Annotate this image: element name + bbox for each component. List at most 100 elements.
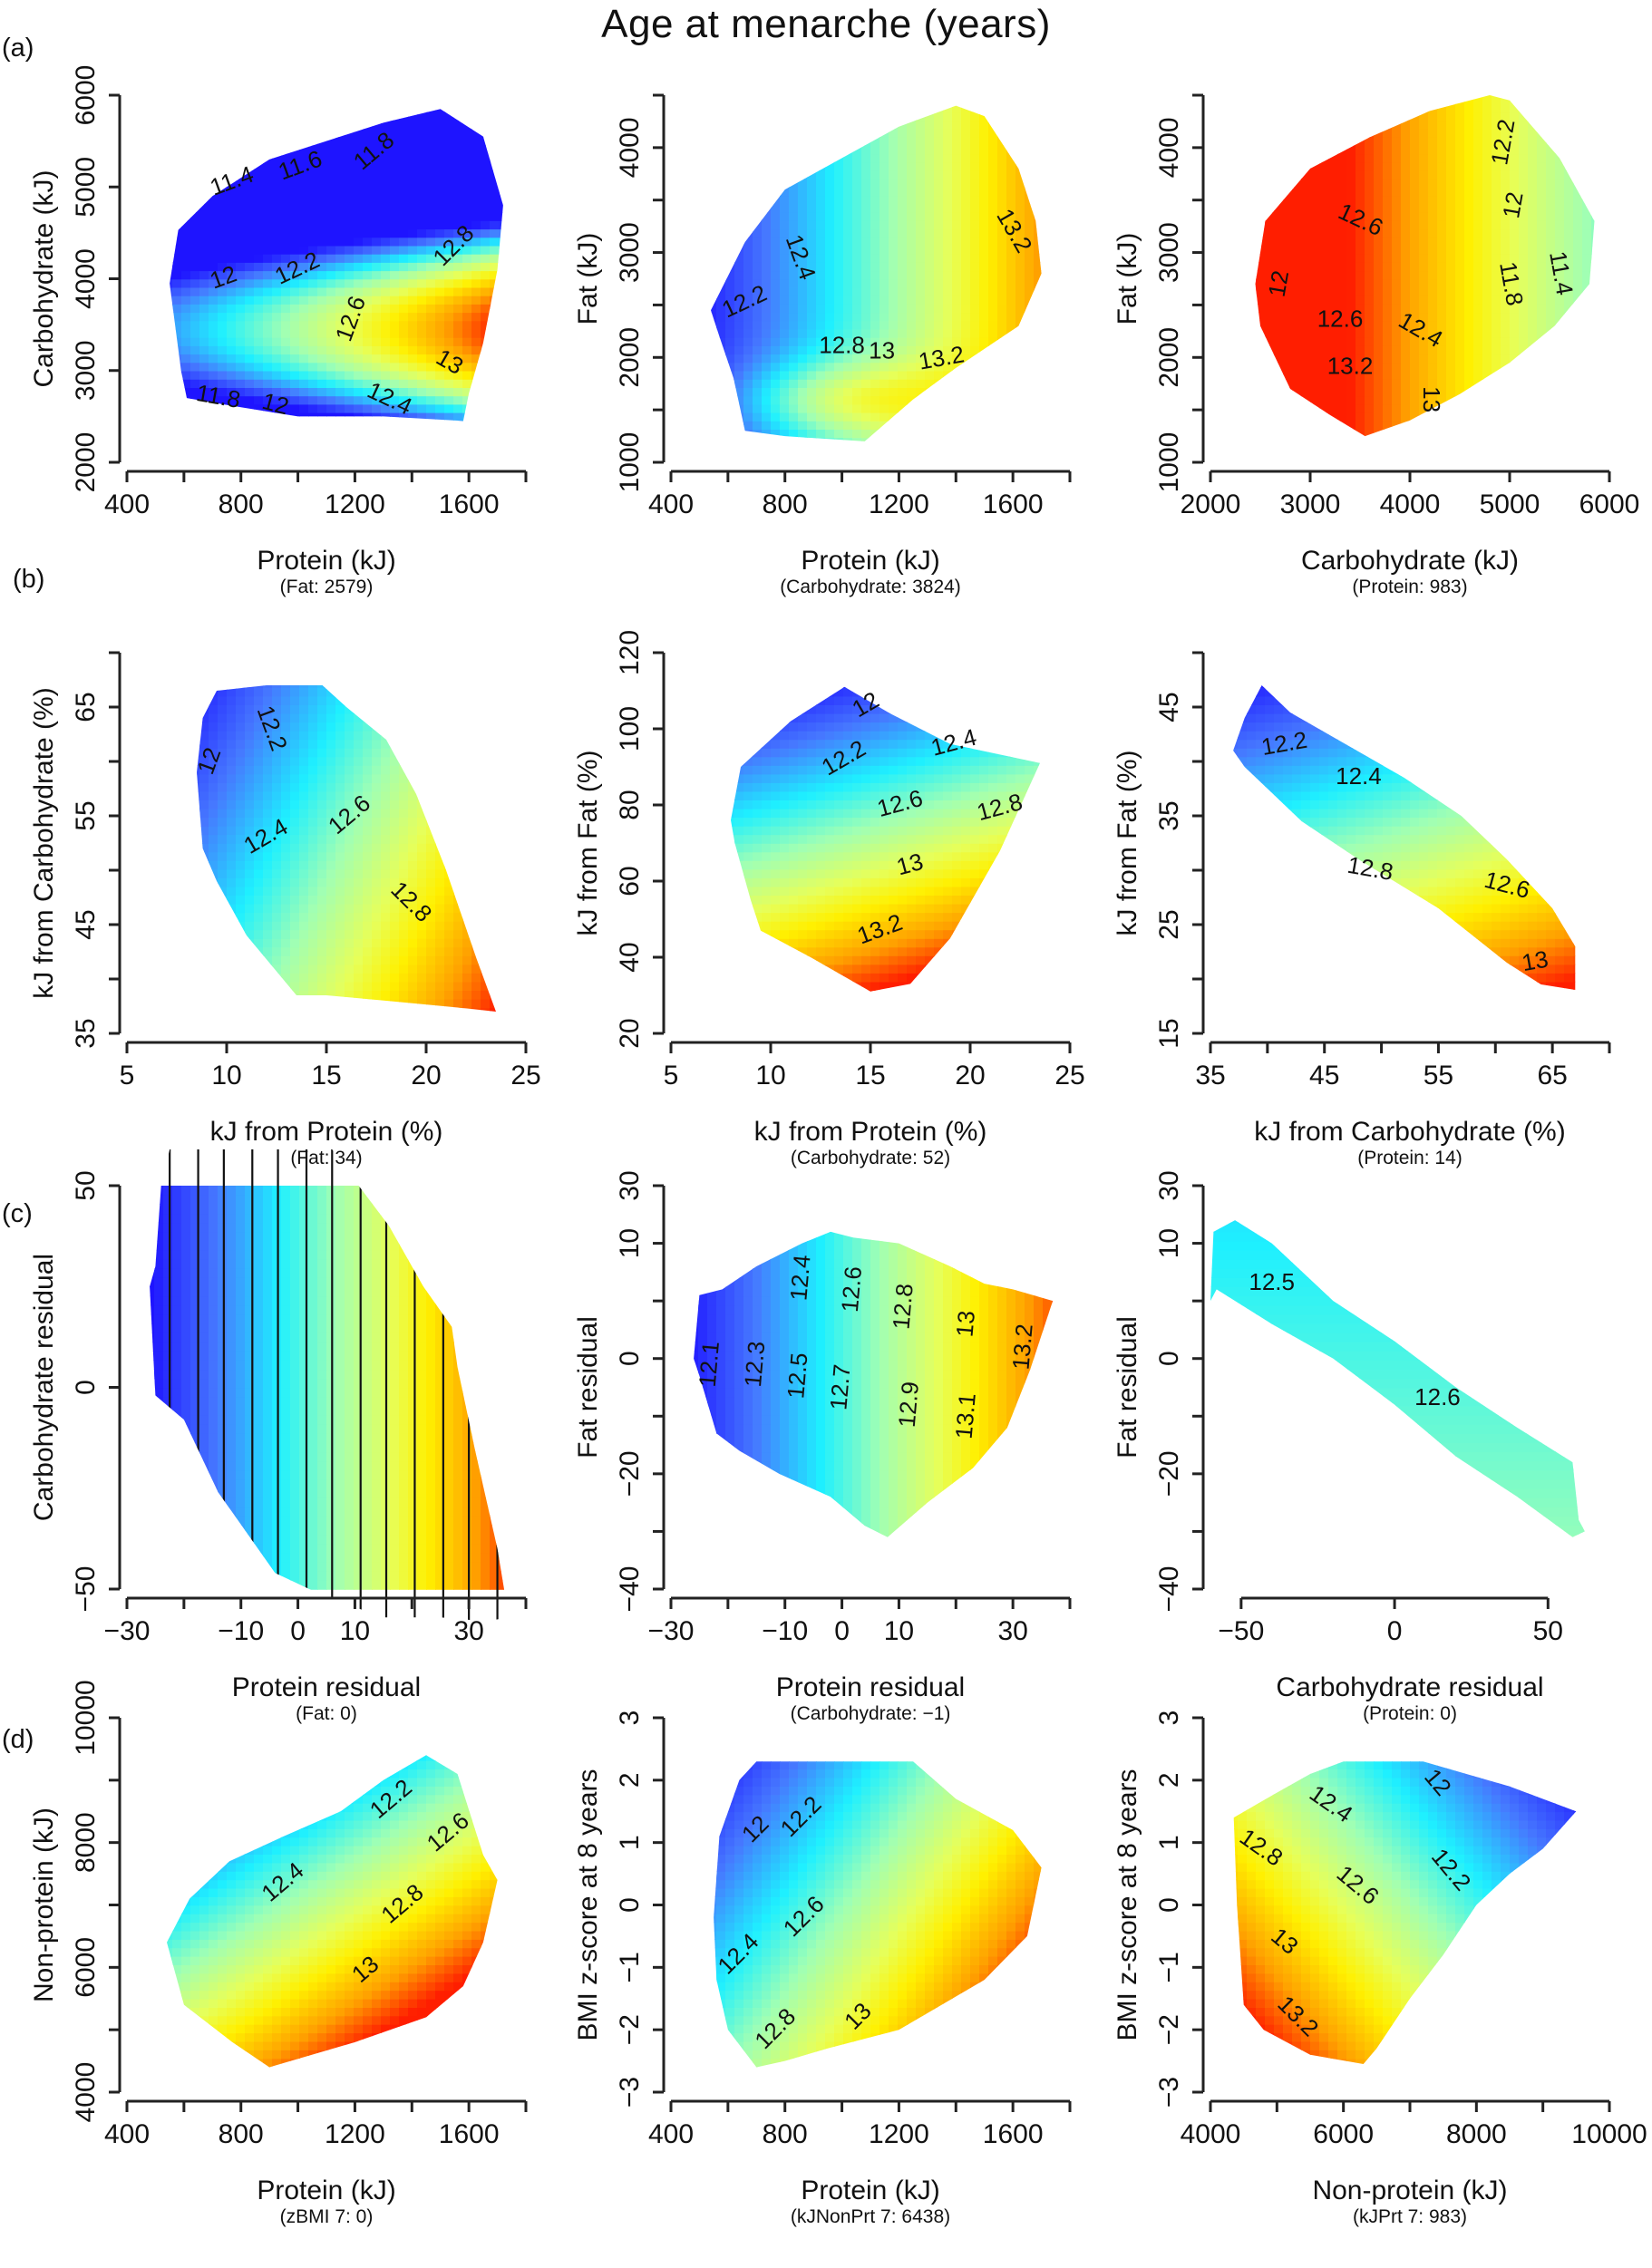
y-tick-label: 4000	[615, 117, 645, 178]
condition-label: (Protein: 0)	[1363, 1703, 1457, 1724]
y-tick-label: 3000	[1154, 222, 1184, 283]
surface-fill	[167, 1755, 498, 2068]
x-tick-label: 1200	[869, 489, 929, 519]
contour-panel: −50 0 50 Carbohydrate residual −30 −10 0 10 30 Pr…	[29, 1149, 528, 1724]
y-tick-label: 3	[1154, 1711, 1184, 1726]
x-tick-label: −30	[104, 1616, 151, 1646]
y-tick-label: 45	[71, 909, 101, 939]
x-tick-label: 25	[1054, 1061, 1084, 1090]
x-axis-label: Protein (kJ)	[257, 2176, 395, 2205]
y-tick-label: −3	[1154, 2077, 1184, 2108]
contour-label: 12.4	[784, 1254, 815, 1302]
condition-label: (Carbohydrate: 3824)	[780, 577, 961, 597]
y-tick-label: 4000	[71, 248, 101, 309]
y-tick-label: 6000	[71, 1937, 101, 1998]
x-tick-label: 1200	[325, 2119, 385, 2149]
contour-label: 13.1	[950, 1392, 981, 1440]
x-tick-label: −50	[1218, 1616, 1264, 1646]
contour-label: 12.4	[1336, 762, 1382, 790]
y-tick-label: 20	[615, 1018, 645, 1048]
x-tick-label: 5	[664, 1061, 679, 1090]
x-tick-label: 1200	[869, 2119, 929, 2149]
contour-label: 12.7	[824, 1363, 855, 1411]
x-tick-label: 1600	[983, 2119, 1044, 2149]
y-tick-label: −3	[615, 2077, 645, 2108]
x-tick-label: 20	[955, 1061, 985, 1090]
y-tick-label: 2000	[71, 432, 101, 493]
x-tick-label: 0	[1387, 1616, 1403, 1646]
x-tick-label: 10000	[1571, 2119, 1647, 2149]
contour-label: 12.6	[1414, 1383, 1461, 1410]
y-axis-label: Fat residual	[1113, 1316, 1142, 1459]
y-tick-label: 4000	[71, 2062, 101, 2123]
y-tick-label: 50	[71, 1170, 101, 1200]
x-tick-label: 35	[1195, 1061, 1225, 1090]
x-tick-label: −10	[218, 1616, 264, 1646]
contour-label: 12.5	[782, 1352, 812, 1400]
x-tick-label: 45	[1309, 1061, 1339, 1090]
condition-label: (kJNonPrt 7: 6438)	[791, 2206, 950, 2227]
contour-panel: 12.5 12.6 −40 −20 0 10 30 Fat residual −50 0 50 Car…	[1113, 1170, 1585, 1724]
contour-label: 13	[1520, 945, 1550, 977]
contour-label: 12	[259, 387, 292, 420]
y-tick-label: −50	[71, 1566, 101, 1613]
contour-label: 12.3	[739, 1340, 770, 1388]
x-axis-label: Non-protein (kJ)	[1312, 2176, 1507, 2205]
y-axis-label: Carbohydrate (kJ)	[29, 170, 59, 387]
condition-label: (Protein: 14)	[1357, 1148, 1463, 1168]
x-tick-label: 1600	[439, 489, 500, 519]
y-tick-label: 3000	[71, 340, 101, 401]
panel-letter: (c)	[2, 1199, 33, 1228]
contour-panel: 12.212.412.8 13 13.213.21000200030004000Fa…	[573, 93, 1072, 597]
y-tick-label: 25	[1154, 909, 1184, 939]
y-tick-label: 55	[71, 800, 101, 830]
y-tick-label: −2	[615, 2014, 645, 2045]
y-tick-label: 45	[1154, 692, 1184, 722]
contour-panel: 12.1 12.3 12.4 12.5 12.6 12.7 12.8 12.9 13 13.1 13…	[573, 1170, 1072, 1724]
y-tick-label: 80	[615, 790, 645, 819]
contour-label: 12.6	[1317, 305, 1364, 333]
condition-label: (Fat: 2579)	[280, 577, 374, 597]
y-tick-label: 1000	[615, 432, 645, 493]
x-tick-label: 800	[763, 2119, 808, 2149]
y-tick-label: 30	[615, 1170, 645, 1200]
contour-panel: 12.212.412.612.81340006000800010000Non-p…	[29, 1680, 528, 2227]
contour-label: 13.2	[1006, 1323, 1037, 1371]
surface-fill	[694, 1231, 1054, 1537]
surface-fill	[1233, 1761, 1577, 2064]
x-tick-label: 800	[219, 489, 264, 519]
y-tick-label: −1	[1154, 1952, 1184, 1982]
x-tick-label: 400	[104, 2119, 150, 2149]
y-tick-label: 100	[615, 706, 645, 751]
x-tick-label: 10	[884, 1616, 914, 1646]
x-tick-label: 30	[997, 1616, 1027, 1646]
contour-label: 12.8	[819, 332, 865, 359]
y-tick-label: 1	[1154, 1835, 1184, 1850]
contour-label: 12.5	[1249, 1268, 1295, 1295]
surface-fill	[1210, 1220, 1585, 1537]
contour-label: 12.9	[893, 1381, 924, 1429]
x-tick-label: 15	[855, 1061, 885, 1090]
x-axis-label: Protein (kJ)	[257, 546, 395, 576]
y-axis-label: kJ from Carbohydrate (%)	[29, 687, 59, 998]
x-axis-label: Protein (kJ)	[801, 546, 939, 576]
x-tick-label: 400	[648, 2119, 694, 2149]
x-tick-label: 1200	[325, 489, 385, 519]
surface-fill	[1233, 685, 1576, 990]
condition-label: (Fat: 0)	[296, 1703, 357, 1724]
x-tick-label: 50	[1533, 1616, 1563, 1646]
condition-label: (Protein: 983)	[1352, 577, 1467, 597]
x-axis-label: Carbohydrate residual	[1276, 1672, 1543, 1702]
y-tick-label: 0	[615, 1351, 645, 1366]
y-axis-label: Non-protein (kJ)	[29, 1808, 59, 2002]
y-tick-label: 6000	[71, 65, 101, 126]
contour-label: 13	[951, 1310, 980, 1338]
y-tick-label: 30	[1154, 1170, 1184, 1200]
x-tick-label: 6000	[1579, 489, 1640, 519]
